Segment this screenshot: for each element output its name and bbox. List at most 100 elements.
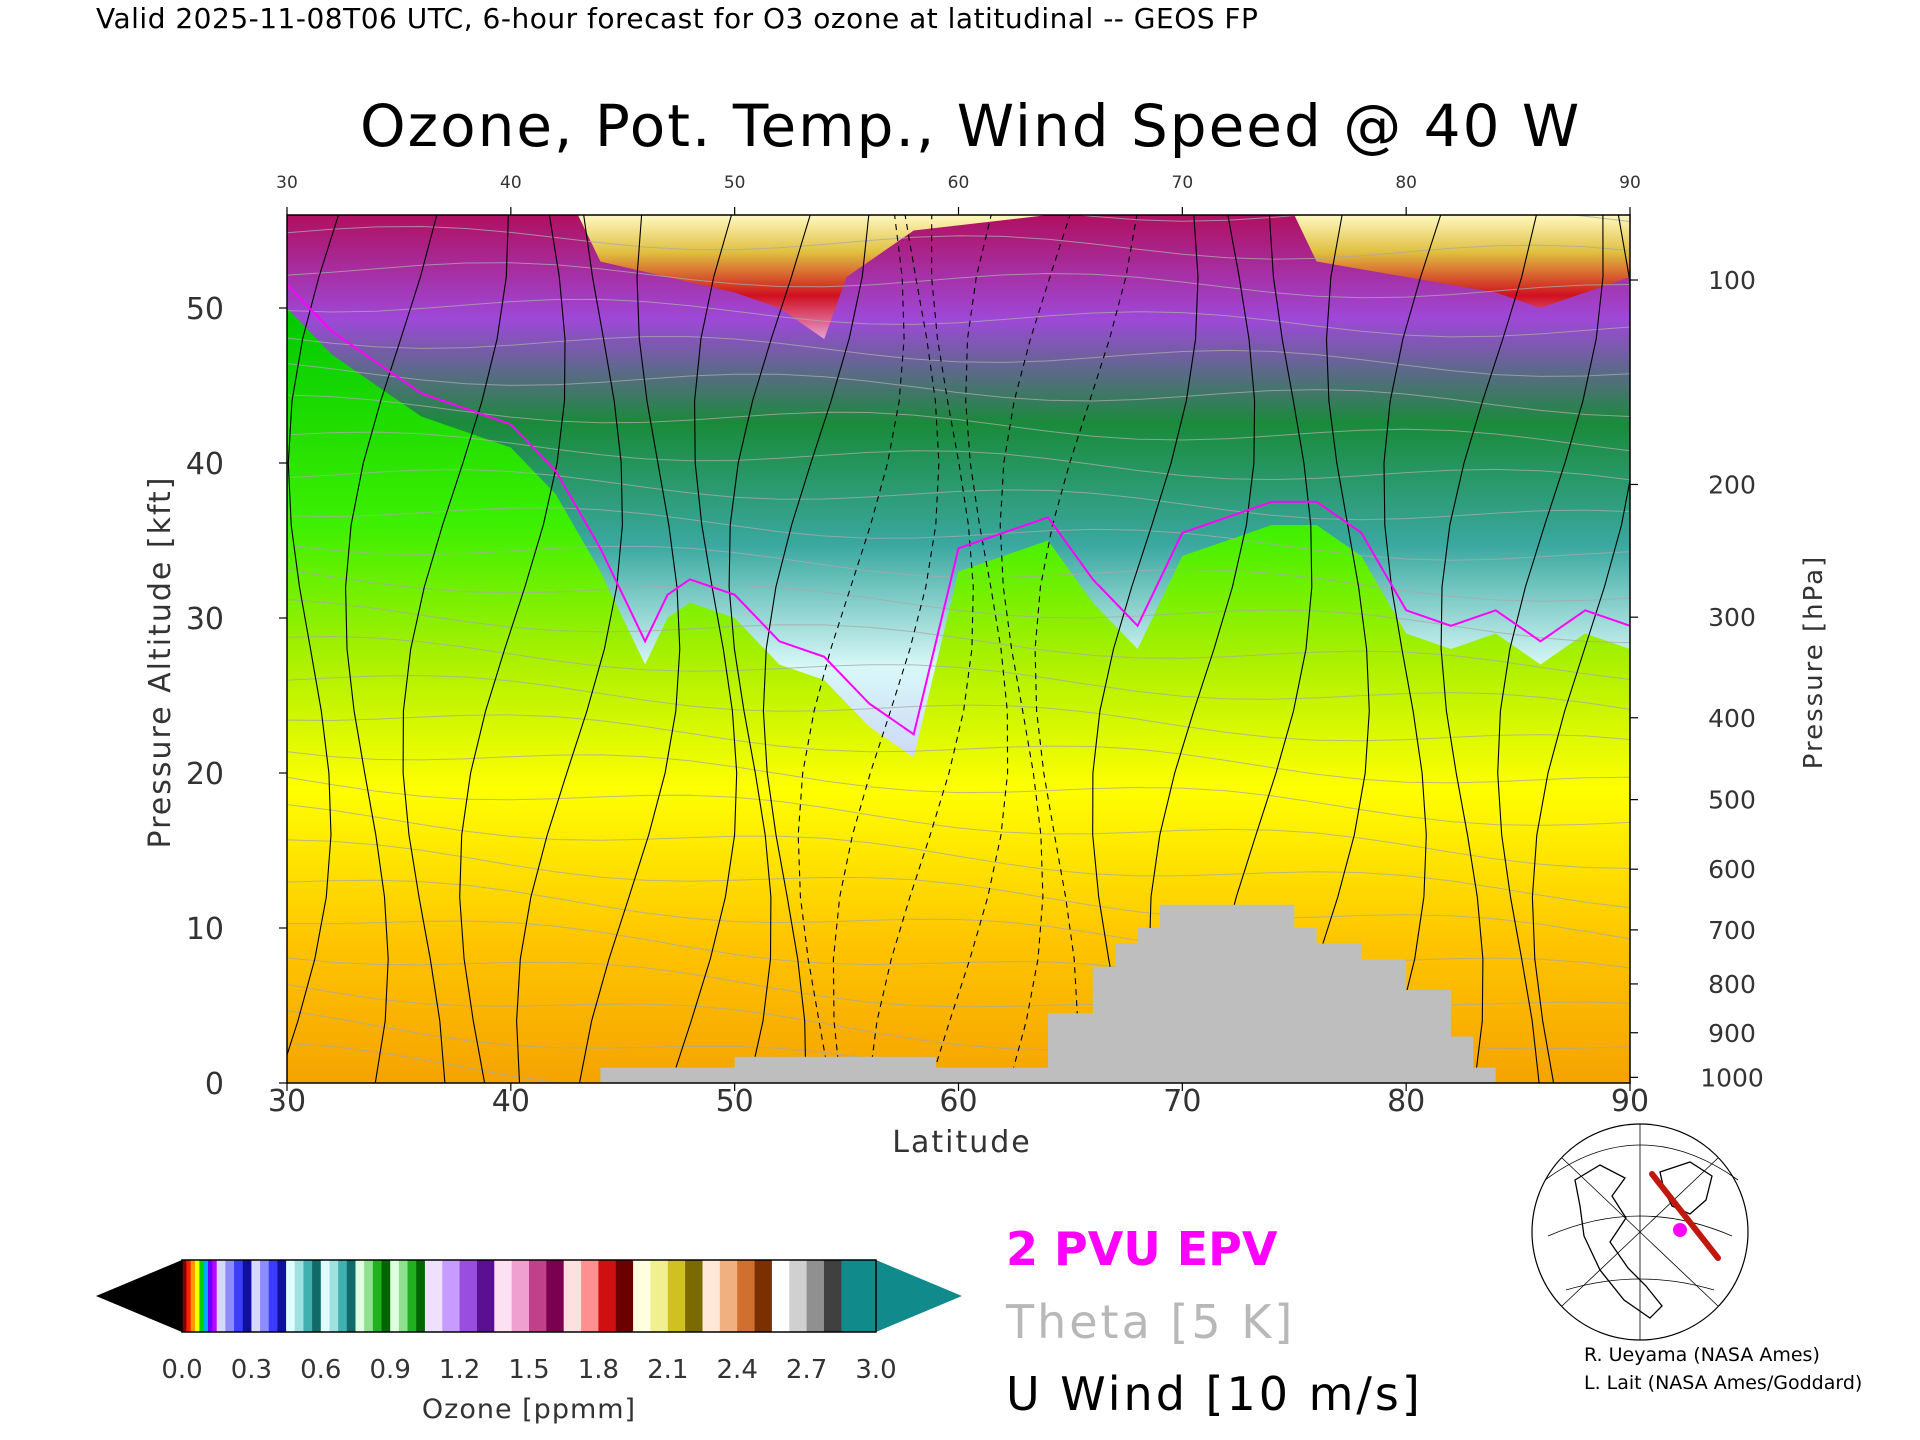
x-tick-label: 60 xyxy=(939,1084,977,1119)
x-axis-top: 30 40 50 60 70 80 90 xyxy=(276,173,1641,215)
colorbar-frame xyxy=(181,1259,877,1333)
colorbar-tick-label: 0.6 xyxy=(300,1355,341,1385)
colorbar-swatch xyxy=(563,1260,582,1332)
theta-contour-line xyxy=(287,569,1630,644)
colorbar-swatch xyxy=(195,1260,200,1332)
colorbar-swatch xyxy=(719,1260,738,1332)
x-tick-label-top: 40 xyxy=(500,173,522,193)
theta-contour-line xyxy=(287,776,1630,869)
y-tick-label: 40 xyxy=(186,447,224,482)
u-wind-contour-line xyxy=(287,215,340,1057)
colorbar-swatch xyxy=(737,1260,756,1332)
colorbar-swatch xyxy=(789,1260,808,1332)
x-tick-label: 50 xyxy=(716,1084,754,1119)
colorbar-swatch xyxy=(416,1260,426,1332)
colorbar-swatch xyxy=(702,1260,721,1332)
u-wind-contour-line xyxy=(670,215,738,1083)
u-wind-contour-line xyxy=(459,215,566,1083)
colorbar-tick-label: 1.5 xyxy=(508,1355,549,1385)
theta-contour-line xyxy=(287,714,1630,784)
theta-contour-line xyxy=(287,1042,565,1083)
location-inset-map xyxy=(1531,1123,1749,1341)
u-wind-contour-line xyxy=(1280,215,1370,1083)
colorbar-tick-label: 0.0 xyxy=(161,1355,202,1385)
theta-contour-line xyxy=(287,431,1630,481)
colorbar-tick-label: 0.9 xyxy=(370,1355,411,1385)
high-ozone-cap xyxy=(577,215,1630,339)
x-tick-label-top: 80 xyxy=(1395,173,1417,193)
inset-meridian xyxy=(1561,1157,1719,1307)
y-tick-label: 30 xyxy=(186,602,224,637)
ozone-cross-section xyxy=(287,215,1630,1083)
colorbar-swatch xyxy=(286,1260,296,1332)
y-axis-left: 0 10 20 30 40 50 xyxy=(186,292,287,1102)
colorbar-swatch xyxy=(598,1260,617,1332)
y-tick-label: 0 xyxy=(205,1067,224,1102)
colorbar-tick-label: 0.3 xyxy=(231,1355,272,1385)
pressure-tick-label: 900 xyxy=(1708,1019,1756,1048)
colorbar-swatch xyxy=(398,1260,409,1332)
u-wind-contour-line xyxy=(1497,215,1604,1083)
theta-contour-line xyxy=(287,469,1630,521)
colorbar-swatch xyxy=(329,1260,339,1332)
colorbar-swatch xyxy=(667,1260,686,1332)
u-wind-contour-line xyxy=(1092,215,1199,1083)
colorbar-swatch xyxy=(581,1260,599,1332)
colorbar-swatch xyxy=(338,1260,348,1332)
legend-epv: 2 PVU EPV xyxy=(1006,1222,1278,1276)
colorbar-swatch xyxy=(424,1260,443,1332)
theta-contour-line xyxy=(287,839,1630,940)
x-tick-label: 70 xyxy=(1163,1084,1201,1119)
pressure-tick-label: 400 xyxy=(1708,704,1756,733)
colorbar-under-arrow xyxy=(96,1260,182,1332)
x-tick-label-top: 90 xyxy=(1619,173,1641,193)
colorbar-swatch xyxy=(199,1260,205,1332)
pressure-tick-label: 700 xyxy=(1708,916,1756,945)
u-wind-contour-line xyxy=(868,215,974,1083)
colorbar-swatch xyxy=(182,1260,187,1332)
colorbar-swatch xyxy=(511,1260,530,1332)
u-wind-contours xyxy=(287,215,1630,1083)
theta-contour-line xyxy=(287,635,1630,710)
inset-cross-section-track xyxy=(1649,1171,1721,1261)
colorbar-swatch xyxy=(372,1260,383,1332)
colorbar-swatch xyxy=(268,1260,278,1332)
inset-north-america-coastline xyxy=(1574,1164,1663,1319)
colorbar-swatch xyxy=(251,1260,261,1332)
colorbar-swatch xyxy=(203,1260,209,1332)
legend-theta: Theta [5 K] xyxy=(1006,1295,1296,1349)
colorbar-swatch xyxy=(212,1260,218,1332)
colorbar-tick-label: 3.0 xyxy=(855,1355,896,1385)
legend-u-wind: U Wind [10 m/s] xyxy=(1006,1367,1423,1421)
colorbar-tick-label: 2.7 xyxy=(786,1355,827,1385)
u-wind-contour-line xyxy=(1034,215,1138,1083)
colorbar-swatch xyxy=(529,1260,547,1332)
colorbar-swatch xyxy=(294,1260,304,1332)
y-axis-label: Pressure Altitude [kft] xyxy=(143,476,178,849)
colorbar-swatch xyxy=(208,1260,213,1332)
credit-line: R. Ueyama (NASA Ames) xyxy=(1584,1344,1820,1366)
colorbar-swatch xyxy=(260,1260,270,1332)
chart-title: Ozone, Pot. Temp., Wind Speed @ 40 W xyxy=(360,92,1582,160)
colorbar-swatch xyxy=(390,1260,400,1332)
theta-contour-line xyxy=(287,598,1630,680)
colorbar-swatch xyxy=(633,1260,651,1332)
colorbar-swatch xyxy=(615,1260,634,1332)
y2-axis-label: Pressure [hPa] xyxy=(1799,555,1829,770)
credit-line: L. Lait (NASA Ames/Goddard) xyxy=(1584,1372,1863,1394)
u-wind-contour-line xyxy=(1531,215,1630,1083)
colorbar-swatch xyxy=(442,1260,461,1332)
colorbar-swatch xyxy=(823,1260,842,1332)
colorbar-swatch xyxy=(242,1260,252,1332)
y-axis-right-pressure: 100 200 300 400 500 600 700 800 900 1000 xyxy=(1630,266,1764,1092)
x-axis-label: Latitude xyxy=(892,1125,1031,1160)
colorbar-tick-label: 1.2 xyxy=(439,1355,480,1385)
colorbar-swatch xyxy=(476,1260,495,1332)
theta-contour-line xyxy=(287,394,1630,452)
colorbar-swatch xyxy=(234,1260,244,1332)
inset-location-marker xyxy=(1673,1223,1687,1237)
pressure-tick-label: 1000 xyxy=(1700,1063,1764,1092)
x-tick-label: 40 xyxy=(492,1084,530,1119)
colorbar-label: Ozone [ppmm] xyxy=(422,1394,636,1425)
